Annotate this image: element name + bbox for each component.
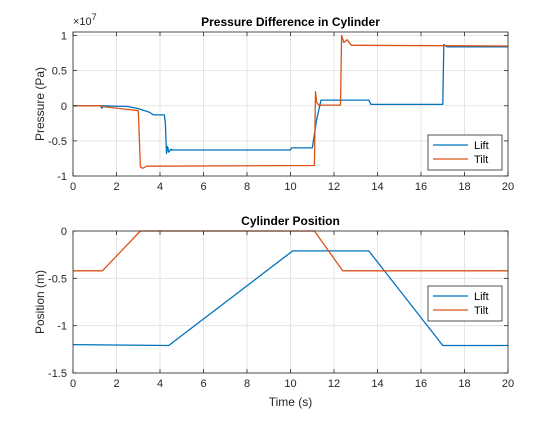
- x-tick-label: 14: [371, 378, 383, 390]
- x-axis-label: Time (s): [269, 395, 313, 409]
- x-tick-label: 8: [244, 181, 250, 193]
- legend-label-tilt: Tilt: [474, 305, 488, 317]
- legend-box: [427, 285, 503, 322]
- y-tick-label: 0.5: [52, 66, 67, 78]
- y-tick-label: 0: [61, 101, 67, 113]
- x-tick-label: 2: [113, 378, 119, 390]
- legend: Lift Tilt: [427, 285, 503, 322]
- x-tick-label: 8: [244, 378, 250, 390]
- y-axis-label: Pressure (Pa): [33, 67, 47, 141]
- x-tick-label: 20: [502, 181, 514, 193]
- y-tick-label: -0.5: [48, 273, 67, 285]
- chart-title: Pressure Difference in Cylinder: [201, 15, 380, 29]
- chart-title: Cylinder Position: [241, 214, 340, 228]
- x-tick-label: 12: [328, 181, 340, 193]
- y-tick-label: -0.5: [48, 136, 67, 148]
- x-tick-label: 10: [284, 181, 296, 193]
- y-tick-label: -1: [57, 171, 67, 183]
- x-tick-label: 6: [200, 181, 206, 193]
- chart-2: 0 2 4 6 8 10 12 14 16 18 20 -1.5 -1 -0.5 0 Cylinder Pos…: [33, 214, 514, 409]
- x-tick-label: 4: [157, 181, 163, 193]
- x-tick-label: 18: [458, 181, 470, 193]
- x-tick-label: 0: [70, 181, 76, 193]
- legend-label-tilt: Tilt: [474, 154, 488, 166]
- legend-label-lift: Lift: [474, 140, 489, 152]
- x-tick-label: 16: [415, 378, 427, 390]
- exponent-power: 7: [92, 12, 97, 22]
- x-tick-label: 14: [371, 181, 383, 193]
- exponent-label: ×107: [73, 12, 97, 28]
- x-tick-label: 6: [200, 378, 206, 390]
- x-tick-label: 2: [113, 181, 119, 193]
- y-tick-label: -1: [57, 321, 67, 333]
- x-tick-label: 16: [415, 181, 427, 193]
- series-line-lift: [73, 250, 508, 347]
- x-tick-label: 4: [157, 378, 163, 390]
- series-line-tilt: [73, 34, 508, 169]
- x-tick-label: 18: [458, 378, 470, 390]
- x-tick-label: 10: [284, 378, 296, 390]
- chart-1: 0 2 4 6 8 10 12 14 16 18 20 -1 -0.5 0 0.5 1 ×107 Pressure…: [33, 12, 514, 193]
- y-tick-label: 1: [61, 31, 67, 43]
- legend-label-lift: Lift: [474, 291, 489, 303]
- x-tick-label: 20: [502, 378, 514, 390]
- y-tick-label: -1.5: [48, 368, 67, 380]
- y-axis-label: Position (m): [33, 270, 47, 334]
- legend-box: [427, 134, 503, 171]
- legend: Lift Tilt: [427, 134, 503, 171]
- x-tick-label: 12: [328, 378, 340, 390]
- y-tick-label: 0: [61, 226, 67, 238]
- series-line-lift: [73, 43, 508, 155]
- x-tick-label: 0: [70, 378, 76, 390]
